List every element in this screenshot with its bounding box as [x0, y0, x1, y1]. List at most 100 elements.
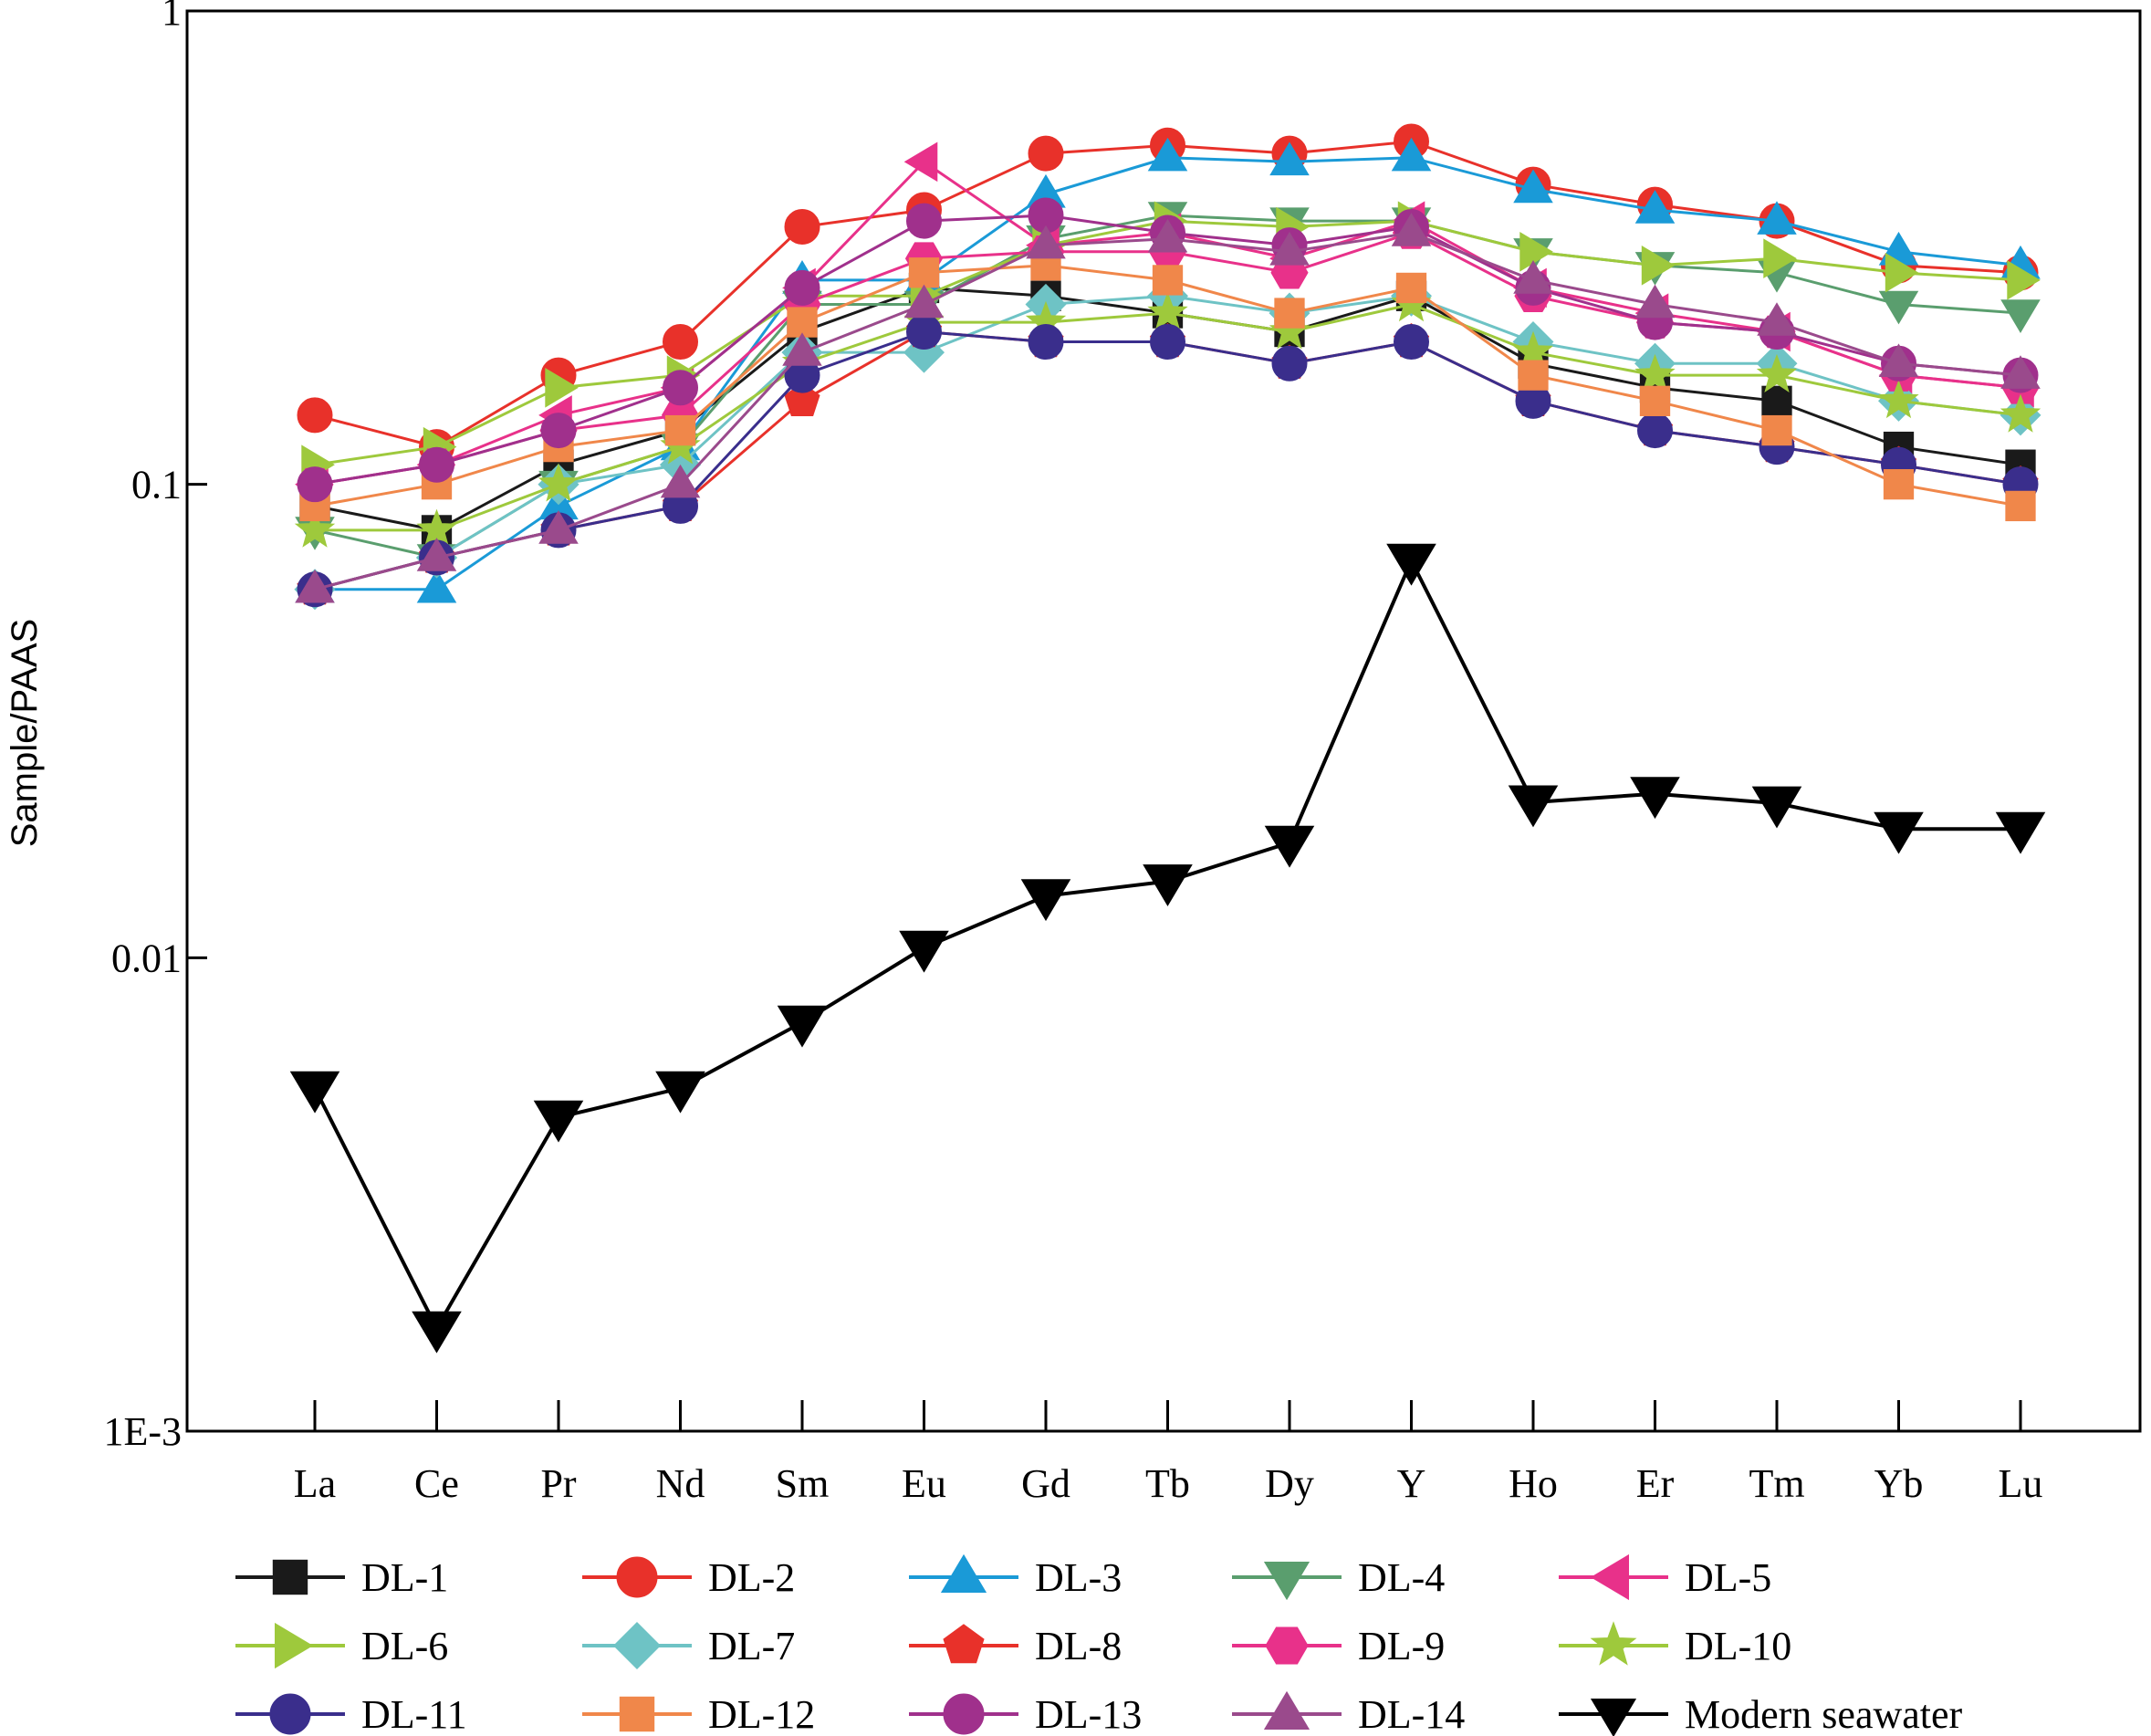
data-point: [1152, 265, 1184, 296]
legend-marker: [1590, 1621, 1637, 1666]
x-tick-label: Sm: [776, 1461, 830, 1506]
data-point: [1757, 201, 1797, 235]
data-point: [297, 466, 333, 503]
legend-entry: DL-5: [1559, 1553, 1771, 1601]
x-tick-label: Nd: [656, 1461, 705, 1506]
legend-entry: DL-1: [235, 1555, 448, 1600]
data-point: [1269, 141, 1310, 176]
legend-marker: [275, 1622, 314, 1669]
data-point: [903, 284, 945, 319]
data-point: [1508, 785, 1559, 828]
legend-entry: DL-10: [1559, 1621, 1791, 1668]
x-tick-label: Tm: [1749, 1461, 1804, 1506]
data-point: [1874, 811, 1924, 854]
data-point: [908, 257, 940, 288]
x-tick-label: Ho: [1509, 1461, 1558, 1506]
data-point: [2007, 260, 2041, 300]
legend-label: DL-10: [1685, 1624, 1791, 1668]
data-point: [2005, 490, 2036, 522]
x-tick-label: Eu: [902, 1461, 946, 1506]
data-point: [1761, 414, 1792, 446]
data-point: [1269, 231, 1310, 266]
data-point: [538, 463, 580, 502]
legend-marker: [1590, 1699, 1637, 1736]
data-point: [1264, 825, 1315, 868]
data-point: [297, 397, 333, 434]
x-tick-label: La: [294, 1461, 336, 1506]
legend-entry: DL-11: [235, 1692, 467, 1736]
legend-marker: [1263, 1690, 1310, 1730]
data-point: [1391, 213, 1432, 246]
legend-marker: [1590, 1553, 1629, 1601]
data-point: [294, 508, 336, 548]
x-axis: La Ce Pr Nd Sm Eu Gd Tb Dy Y Ho Er Tm Yb Lu: [294, 1400, 2043, 1506]
data-point: [2000, 393, 2041, 433]
data-point: [416, 569, 457, 603]
data-point: [777, 1005, 828, 1048]
data-point: [1883, 469, 1915, 500]
legend-marker: [1265, 1626, 1309, 1665]
x-tick-label: Lu: [1999, 1461, 2043, 1506]
legend-marker: [943, 1693, 985, 1735]
x-tick-label: Tb: [1145, 1461, 1190, 1506]
legend-entry: DL-4: [1232, 1555, 1445, 1601]
x-tick-label: Er: [1636, 1461, 1675, 1506]
data-point: [1391, 137, 1432, 172]
data-point: [289, 1071, 340, 1114]
data-point: [1634, 353, 1676, 392]
data-point: [1395, 272, 1427, 304]
data-point: [1150, 324, 1185, 361]
data-point: [1757, 302, 1797, 336]
data-point: [1020, 879, 1071, 922]
data-point: [1147, 218, 1188, 253]
data-point: [1763, 238, 1797, 278]
legend-label: DL-4: [1358, 1555, 1445, 1600]
data-point: [664, 414, 696, 446]
legend-label: DL-13: [1035, 1692, 1142, 1736]
y-axis-label: Sample/PAAS: [5, 619, 45, 848]
legend-entry: DL-9: [1232, 1624, 1445, 1668]
data-point: [412, 1311, 462, 1354]
data-point: [1878, 343, 1919, 377]
legend-label: DL-11: [361, 1692, 467, 1736]
data-point: [660, 464, 701, 498]
series-dl-12: [299, 250, 2036, 522]
data-point: [1637, 413, 1673, 449]
series-modern-seawater: [289, 543, 2046, 1354]
data-point: [655, 1071, 705, 1114]
y-axis: 1 0.1 0.01 1E-3: [103, 0, 207, 1454]
legend-marker: [269, 1693, 311, 1735]
data-point: [1634, 284, 1676, 319]
data-point: [1143, 864, 1193, 906]
data-point: [545, 368, 579, 408]
series-group: [289, 123, 2046, 1354]
data-point: [295, 569, 335, 603]
series-line: [313, 556, 2020, 1333]
legend-label: DL-12: [708, 1692, 815, 1736]
legend-marker: [272, 1559, 308, 1595]
data-point: [1518, 360, 1549, 391]
data-point: [663, 324, 698, 361]
data-point: [899, 930, 949, 973]
data-point: [1885, 252, 1919, 293]
data-point: [416, 538, 457, 571]
data-point: [1028, 324, 1064, 361]
legend-entry: Modern seawater: [1559, 1692, 1963, 1736]
y-tick-label: 1E-3: [103, 1409, 182, 1454]
legend-marker: [1263, 1562, 1310, 1601]
data-point: [784, 208, 820, 245]
x-tick-label: Gd: [1021, 1461, 1070, 1506]
legend-label: DL-5: [1685, 1555, 1771, 1600]
y-tick-label: 1: [162, 0, 182, 34]
data-point: [2000, 299, 2041, 333]
data-point: [784, 382, 820, 416]
data-point: [1147, 291, 1188, 330]
legend-label: DL-7: [708, 1624, 795, 1668]
legend-label: Modern seawater: [1685, 1692, 1963, 1736]
legend-marker: [612, 1621, 662, 1670]
legend-label: DL-14: [1358, 1692, 1465, 1736]
data-point: [1639, 385, 1671, 416]
legend-label: DL-6: [361, 1624, 448, 1668]
data-point: [663, 370, 698, 406]
legend-entry: DL-14: [1232, 1690, 1465, 1736]
